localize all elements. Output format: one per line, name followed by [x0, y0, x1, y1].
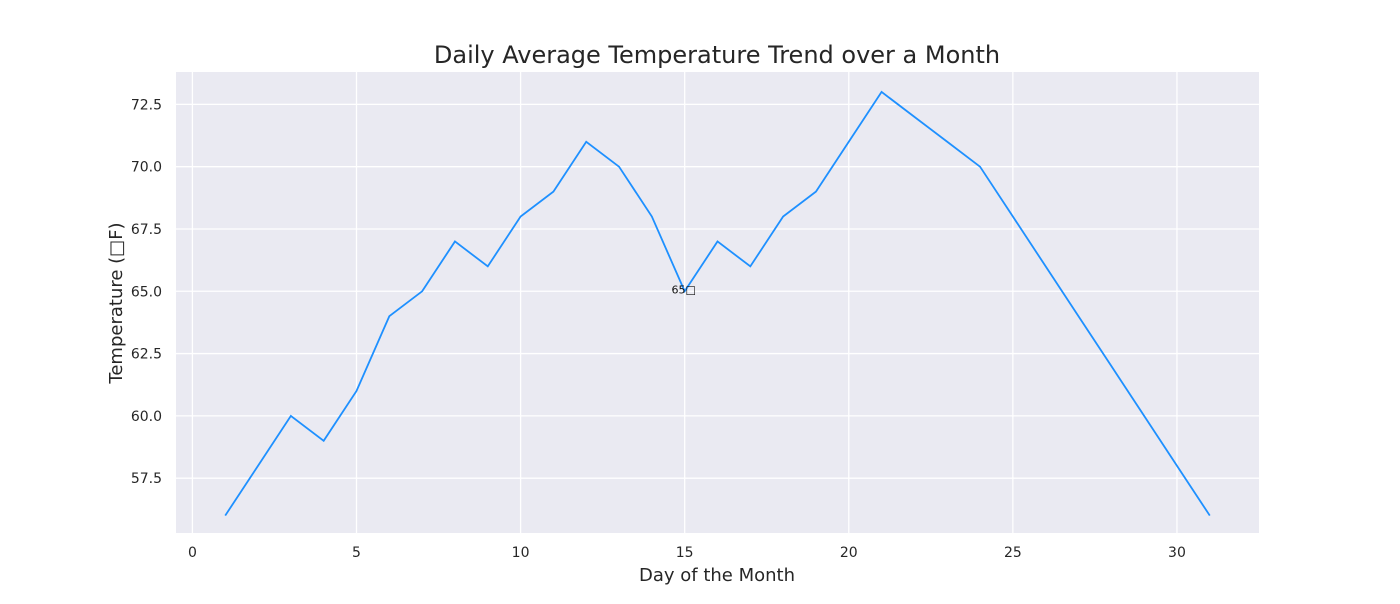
x-tick-label: 0	[188, 545, 197, 561]
y-tick-label: 62.5	[131, 347, 162, 363]
x-axis-label: Day of the Month	[639, 565, 795, 586]
y-tick-label: 72.5	[131, 97, 162, 113]
x-tick-labels: 0 5 10 15 20 25 30	[188, 545, 1186, 561]
x-tick-label: 15	[676, 545, 694, 561]
x-tick-label: 5	[352, 545, 361, 561]
x-tick-label: 25	[1004, 545, 1022, 561]
data-label: 65□	[671, 283, 695, 296]
chart-title: Daily Average Temperature Trend over a M…	[434, 41, 1000, 69]
x-tick-label: 30	[1168, 545, 1186, 561]
x-tick-label: 10	[512, 545, 530, 561]
plot-area-background	[176, 72, 1259, 533]
x-tick-label: 20	[840, 545, 858, 561]
annotations: 65□	[671, 283, 695, 296]
y-tick-label: 57.5	[131, 471, 162, 487]
y-tick-label: 70.0	[131, 160, 162, 176]
y-tick-label: 60.0	[131, 409, 162, 425]
y-axis-label: Temperature (□F)	[106, 222, 127, 384]
y-tick-label: 67.5	[131, 222, 162, 238]
y-tick-labels: 57.5 60.0 62.5 65.0 67.5 70.0 72.5	[131, 97, 162, 487]
y-tick-label: 65.0	[131, 284, 162, 300]
